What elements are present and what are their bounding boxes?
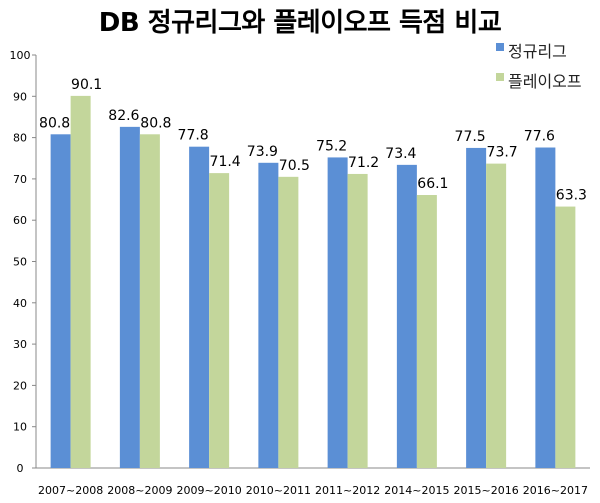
bar-regular-season: [466, 147, 487, 469]
legend-item-playoff: 플레이오프: [496, 68, 582, 92]
data-label-regular-season: 77.5: [455, 129, 486, 145]
chart-title: DB 정규리그와 플레이오프 득점 비교: [98, 8, 502, 38]
bar-regular-season: [119, 126, 140, 468]
data-label-regular-season: 73.4: [385, 146, 416, 162]
x-tick-label: 2014~2015: [384, 484, 449, 497]
x-tick-label: 2007~2008: [38, 484, 103, 497]
bar-playoff: [347, 173, 368, 468]
legend-swatch-playoff: [496, 73, 504, 81]
data-label-playoff: 70.5: [279, 158, 310, 174]
data-label-regular-season: 77.8: [178, 128, 209, 144]
x-tick-label: 2015~2016: [454, 484, 519, 497]
x-tick-label: 2010~2011: [246, 484, 311, 497]
data-label-playoff: 63.3: [556, 188, 587, 204]
data-label-playoff: 73.7: [487, 145, 518, 161]
y-tick-label: 60: [13, 214, 27, 227]
legend-item-regular-season: 정규리그: [496, 38, 567, 62]
bar-regular-season: [396, 164, 417, 468]
bar-regular-season: [535, 147, 556, 468]
y-tick-label: 10: [13, 421, 27, 434]
bar-playoff: [209, 173, 230, 469]
bar-regular-season: [258, 162, 279, 468]
y-tick-label: 20: [13, 379, 27, 392]
data-label-playoff: 66.1: [417, 176, 448, 192]
bar-playoff: [139, 134, 160, 468]
y-tick-label: 90: [13, 90, 27, 103]
legend-label-regular-season: 정규리그: [508, 42, 567, 61]
y-tick-label: 70: [13, 173, 27, 186]
data-label-regular-season: 82.6: [108, 108, 139, 124]
data-label-playoff: 71.4: [210, 154, 241, 170]
data-label-regular-season: 80.8: [39, 115, 70, 131]
x-tick-label: 2008~2009: [107, 484, 172, 497]
data-label-playoff: 71.2: [348, 155, 379, 171]
bar-playoff: [278, 176, 299, 468]
legend-swatch-regular-season: [496, 43, 504, 51]
y-tick-label: 80: [13, 132, 27, 145]
x-tick-label: 2016~2017: [523, 484, 588, 497]
y-tick-label: 30: [13, 338, 27, 351]
x-tick-label: 2009~2010: [177, 484, 242, 497]
bar-playoff: [555, 206, 576, 469]
data-label-playoff: 80.8: [140, 115, 171, 131]
bar-regular-season: [50, 134, 71, 468]
bar-playoff: [70, 95, 91, 469]
data-label-regular-season: 77.6: [524, 129, 555, 145]
bar-playoff: [486, 163, 507, 468]
y-tick-label: 50: [13, 256, 27, 269]
y-tick-label: 40: [13, 297, 27, 310]
bar-regular-season: [327, 157, 348, 468]
data-label-regular-season: 75.2: [316, 138, 347, 154]
data-label-regular-season: 73.9: [247, 144, 278, 160]
y-tick-label: 0: [17, 462, 24, 475]
x-tick-label: 2011~2012: [315, 484, 380, 497]
bar-regular-season: [189, 146, 210, 468]
y-tick-label: 100: [10, 49, 31, 62]
data-label-playoff: 90.1: [71, 77, 102, 93]
legend-label-playoff: 플레이오프: [508, 72, 582, 91]
bar-playoff: [416, 195, 437, 468]
